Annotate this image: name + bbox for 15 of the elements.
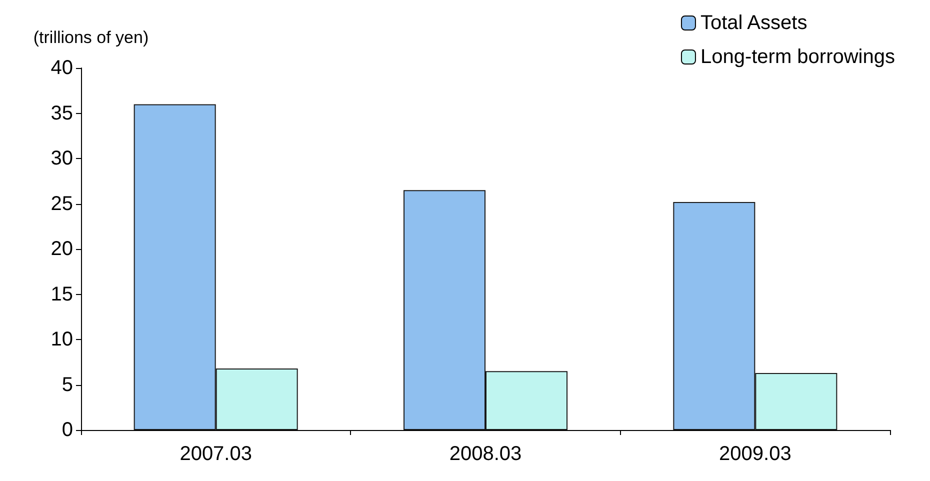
x-tick-label: 2009.03 bbox=[719, 443, 792, 465]
y-tick-label: 40 bbox=[50, 57, 73, 79]
x-tick-label: 2008.03 bbox=[449, 443, 522, 465]
y-tick-label: 5 bbox=[62, 374, 73, 396]
x-tick-label: 2007.03 bbox=[180, 443, 252, 465]
y-tick-label: 30 bbox=[50, 148, 73, 170]
y-tick-label: 10 bbox=[50, 328, 73, 350]
y-axis-title: (trillions of yen) bbox=[33, 28, 149, 47]
y-tick-label: 0 bbox=[62, 419, 73, 441]
legend-label: Total Assets bbox=[700, 12, 808, 34]
y-tick-label: 20 bbox=[50, 238, 73, 260]
y-tick-label: 25 bbox=[50, 192, 73, 215]
y-tick-label: 15 bbox=[50, 283, 73, 306]
legend-label: Long-term borrowings bbox=[700, 46, 895, 68]
y-tick-label: 35 bbox=[50, 102, 73, 124]
